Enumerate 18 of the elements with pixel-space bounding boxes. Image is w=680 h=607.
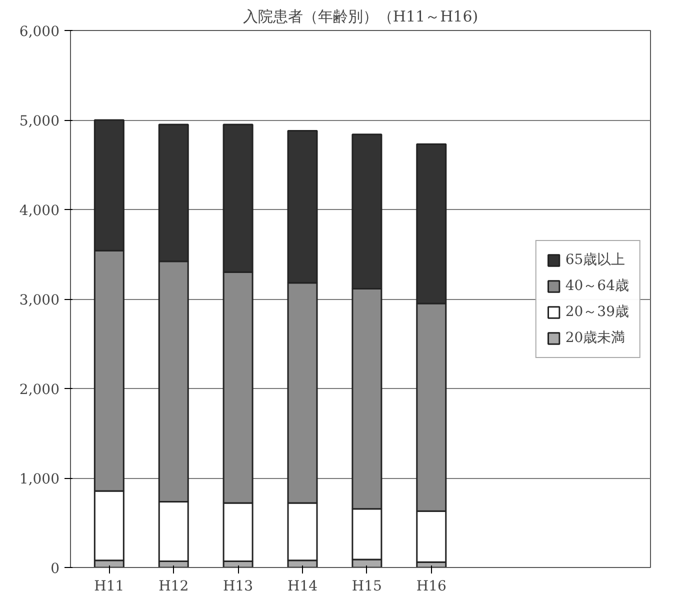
x-tick-label: H15: [352, 578, 382, 594]
legend-label: 20～39歳: [565, 302, 629, 320]
y-tick-label: 2,000: [19, 382, 60, 398]
x-tick-label: H16: [416, 578, 446, 594]
legend-label: 65歳以上: [565, 250, 626, 268]
x-tick-label: H14: [287, 578, 318, 594]
y-tick-label: 3,000: [19, 292, 60, 308]
x-tick-label: H13: [223, 578, 254, 594]
x-tick-label: H12: [158, 578, 189, 594]
y-tick-label: 0: [50, 561, 60, 577]
y-tick-label: 5,000: [19, 114, 60, 130]
chart-title: 入院患者（年齢別）（H11～H16): [242, 8, 478, 26]
y-tick-label: 6,000: [19, 24, 60, 40]
legend-label: 20歳未満: [565, 328, 626, 346]
y-tick-label: 4,000: [19, 203, 60, 219]
y-tick-label: 1,000: [19, 472, 60, 488]
x-tick-label: H11: [94, 578, 124, 594]
legend-label: 40～64歳: [565, 276, 629, 294]
